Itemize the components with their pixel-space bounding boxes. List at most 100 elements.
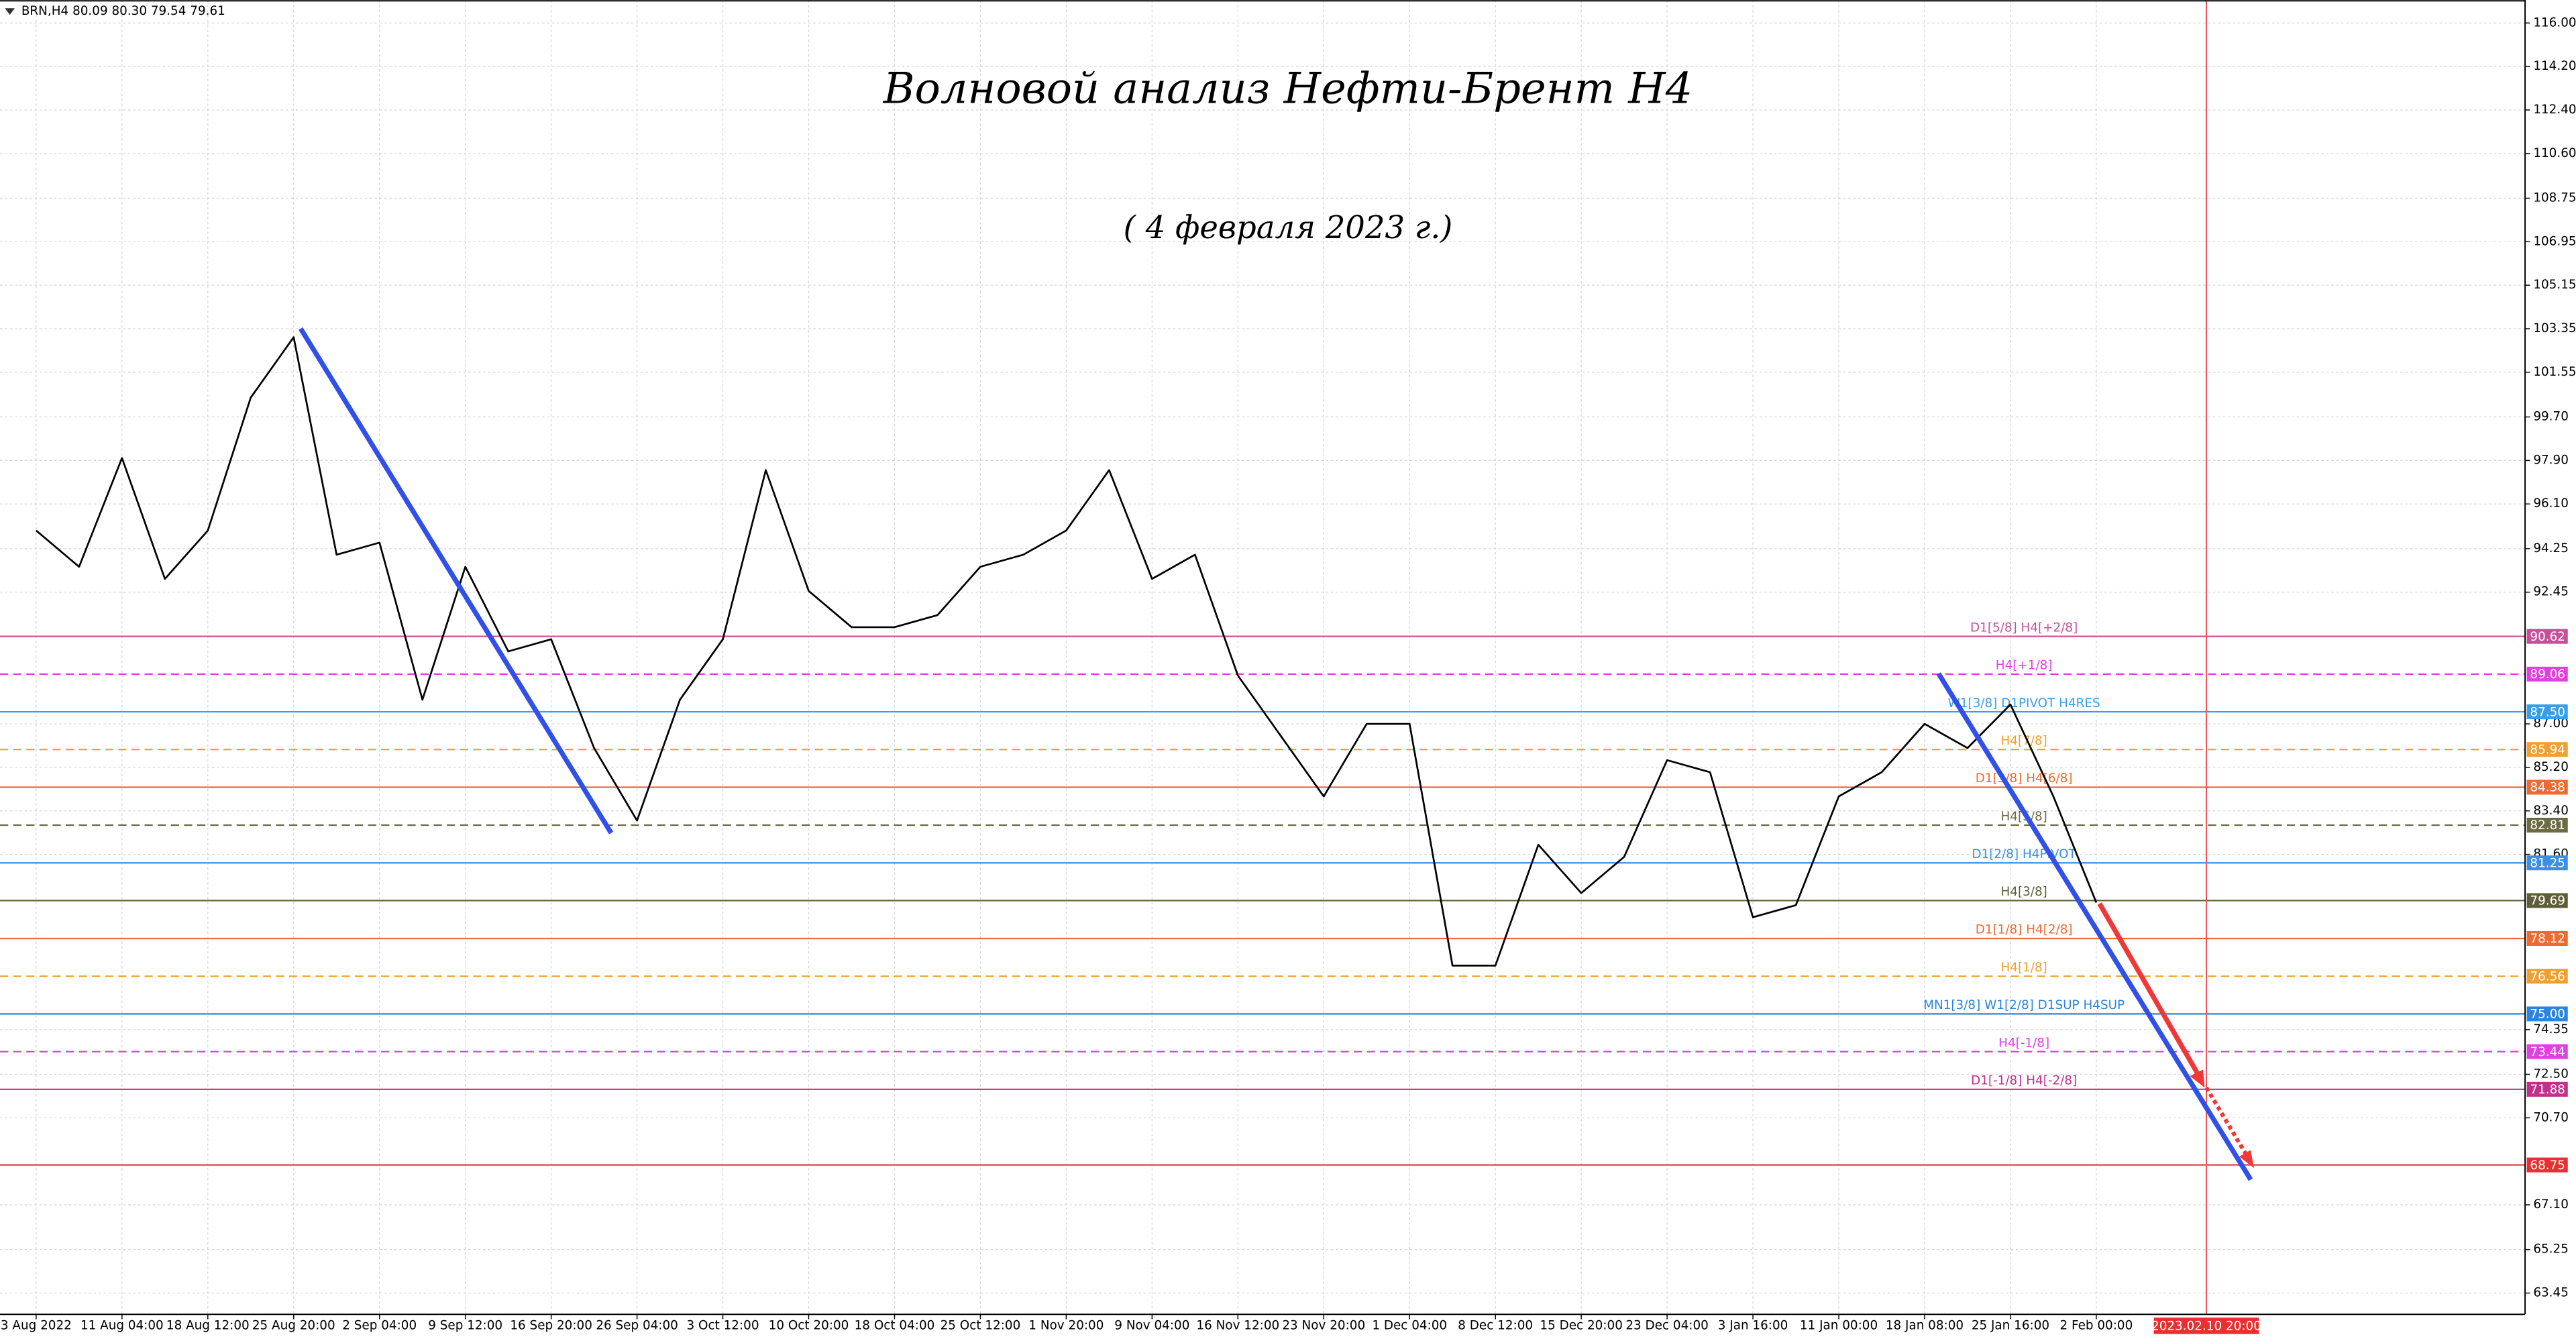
x-tick-label: 25 Jan 16:00 xyxy=(1972,1318,2049,1332)
x-tick-label: 25 Oct 12:00 xyxy=(941,1318,1021,1332)
y-tick-label: 105.15 xyxy=(2533,278,2576,292)
level-value-label: 79.69 xyxy=(2530,894,2565,908)
price-line xyxy=(36,336,2098,967)
wave-line xyxy=(1936,672,2253,1181)
forecast-arrow-head xyxy=(2239,1150,2254,1169)
x-tick-label: 26 Sep 04:00 xyxy=(596,1318,678,1332)
level-badge xyxy=(2526,818,2568,833)
y-tick-label: 70.70 xyxy=(2533,1110,2569,1124)
forecast-arrow-head xyxy=(2190,1069,2205,1088)
ticks: 116.00 114.20 112.40 110.60 108.75 106.95 105.… xyxy=(1,15,2576,1332)
y-tick-label: 97.90 xyxy=(2533,453,2569,467)
y-tick-label: 63.45 xyxy=(2533,1286,2569,1300)
level-label: H4[1/8] xyxy=(2000,961,2047,975)
y-tick-label: 96.10 xyxy=(2533,496,2569,511)
date-marker-badge xyxy=(2153,1318,2259,1334)
level-value-label: 87.50 xyxy=(2530,705,2565,719)
level-label: D1[3/8] H4[6/8] xyxy=(1976,771,2073,786)
wave-line xyxy=(299,327,614,835)
y-tick-label: 112.40 xyxy=(2533,103,2576,117)
y-tick-label: 72.50 xyxy=(2533,1067,2569,1081)
level-value-label: 73.44 xyxy=(2530,1045,2565,1059)
level-badge xyxy=(2526,893,2568,908)
level-value-label: 68.75 xyxy=(2530,1159,2565,1173)
y-tick-label: 94.25 xyxy=(2533,541,2569,555)
chart-title: Волновой анализ Нефти-Брент H4 xyxy=(883,64,1693,114)
level-value-label: 75.00 xyxy=(2530,1008,2565,1022)
y-tick-label: 74.35 xyxy=(2533,1022,2569,1036)
level-label: W1[3/8] D1PIVOT H4RES xyxy=(1948,696,2100,710)
level-label: H4[-1/8] xyxy=(1998,1036,2049,1050)
x-tick-label: 9 Sep 12:00 xyxy=(428,1318,502,1332)
x-tick-label: 15 Dec 20:00 xyxy=(1540,1318,1622,1332)
y-tick-label: 110.60 xyxy=(2533,146,2576,160)
y-tick-label: 99.70 xyxy=(2533,410,2569,424)
x-tick-label: 3 Aug 2022 xyxy=(1,1318,72,1332)
level-badge xyxy=(2526,629,2568,644)
y-tick-label: 103.35 xyxy=(2533,321,2576,335)
level-badge xyxy=(2526,969,2568,984)
y-tick-label: 83.40 xyxy=(2533,804,2569,818)
level-value-label: 85.94 xyxy=(2530,743,2565,757)
level-label: H4[+1/8] xyxy=(1996,659,2053,673)
x-tick-label: 3 Jan 16:00 xyxy=(1718,1318,1788,1332)
symbol-icon xyxy=(5,8,15,15)
x-tick-label: 2 Feb 00:00 xyxy=(2060,1318,2133,1332)
level-label: D1[-1/8] H4[-2/8] xyxy=(1971,1074,2077,1088)
level-value-label: 84.38 xyxy=(2530,781,2565,795)
level-label: D1[1/8] H4[2/8] xyxy=(1976,923,2073,937)
level-badge xyxy=(2526,930,2568,947)
x-tick-label: 3 Oct 12:00 xyxy=(687,1318,759,1332)
price xyxy=(36,336,2098,967)
x-tick-label: 9 Nov 04:00 xyxy=(1114,1318,1189,1332)
x-tick-label: 10 Oct 20:00 xyxy=(769,1318,849,1332)
level-badge xyxy=(2526,704,2568,720)
level-badge xyxy=(2526,1157,2568,1173)
x-tick-label: 8 Dec 12:00 xyxy=(1458,1318,1533,1332)
y-tick-label: 87.00 xyxy=(2533,716,2569,731)
x-tick-label: 1 Dec 04:00 xyxy=(1372,1318,1447,1332)
level-value-label: 76.56 xyxy=(2530,969,2565,983)
forecast-arrow xyxy=(2097,902,2200,1076)
level-badge xyxy=(2526,1044,2568,1059)
level-badge xyxy=(2526,855,2568,871)
x-tick-label: 18 Jan 08:00 xyxy=(1886,1318,1964,1332)
y-tick-label: 67.10 xyxy=(2533,1197,2569,1212)
level-value-label: 81.25 xyxy=(2530,856,2565,870)
level-value-label: 82.81 xyxy=(2530,818,2565,833)
x-tick-label: 11 Jan 00:00 xyxy=(1800,1318,1878,1332)
level-label: D1[5/8] H4[+2/8] xyxy=(1970,621,2078,635)
y-tick-label: 108.75 xyxy=(2533,191,2576,205)
level-value-label: 78.12 xyxy=(2530,932,2565,946)
x-tick-label: 11 Aug 04:00 xyxy=(80,1318,164,1332)
x-tick-label: 18 Aug 12:00 xyxy=(166,1318,250,1332)
level-badge xyxy=(2526,1081,2568,1097)
x-tick-label: 1 Nov 20:00 xyxy=(1028,1318,1104,1332)
y-tick-label: 106.95 xyxy=(2533,234,2576,248)
level-label: D1[2/8] H4PIVOT xyxy=(1972,847,2076,861)
level-value-label: 71.88 xyxy=(2530,1083,2565,1097)
level-badge xyxy=(2526,666,2568,682)
x-tick-label: 16 Nov 12:00 xyxy=(1196,1318,1279,1332)
x-tick-label: 25 Aug 20:00 xyxy=(252,1318,335,1332)
level-badge xyxy=(2526,1006,2568,1022)
level-label: H4[7/8] xyxy=(2000,734,2047,748)
date-marker-label: 2023.02.10 20:00 xyxy=(2151,1320,2261,1334)
level-badge xyxy=(2526,780,2568,795)
level-value-label: 90.62 xyxy=(2530,630,2565,644)
x-tick-label: 16 Sep 20:00 xyxy=(510,1318,592,1332)
x-tick-label: 23 Dec 04:00 xyxy=(1625,1318,1708,1332)
x-tick-label: 2 Sep 04:00 xyxy=(342,1318,417,1332)
levels: D1[5/8] H4[+2/8] H4[+1/8] W1[3/8] D1PIVOT … xyxy=(0,621,2526,1166)
y-tick-label: 85.20 xyxy=(2533,760,2569,774)
y-tick-label: 92.45 xyxy=(2533,585,2569,599)
forecast-arrow-dotted xyxy=(2204,1086,2249,1158)
level-badge xyxy=(2526,742,2568,757)
x-tick-label: 23 Nov 20:00 xyxy=(1282,1318,1365,1332)
grid xyxy=(0,0,2526,1315)
y-tick-label: 114.20 xyxy=(2533,59,2576,73)
y-tick-label: 65.25 xyxy=(2533,1242,2569,1256)
